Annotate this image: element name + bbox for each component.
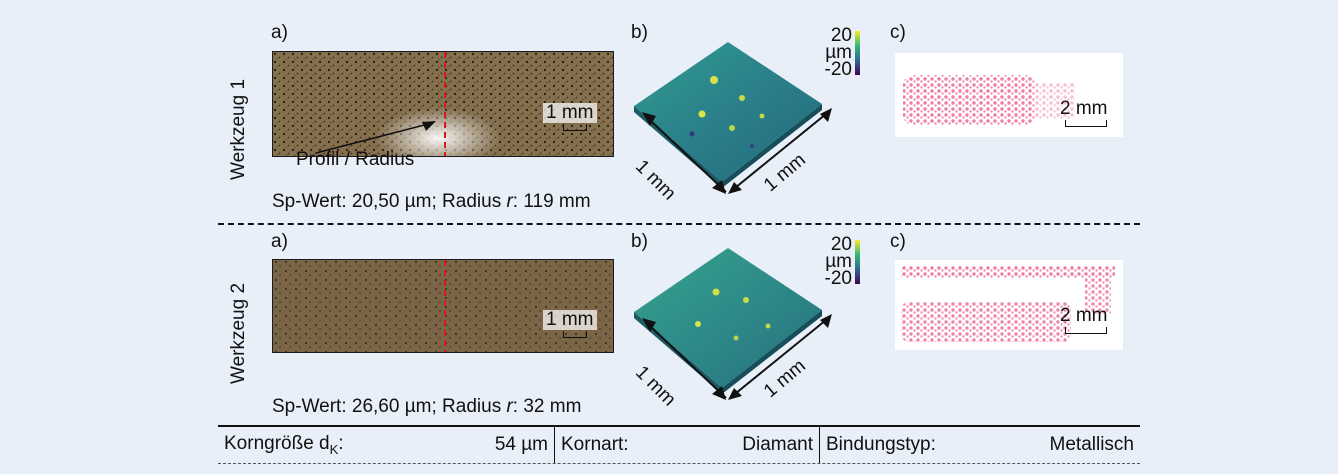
colorbar [855,31,860,75]
sp-suffix: : 119 mm [512,191,591,212]
properties-table: Korngröße dK: 54 µm Kornart: Diamant Bin… [218,425,1140,464]
grain-type-label: Kornart: [561,434,629,455]
panel-label-b: b) [631,22,648,43]
panel-label-c: c) [890,22,906,43]
grain-size-cell: Korngröße dK: 54 µm [218,427,554,463]
sp-value-2: Sp-Wert: 26,60 µm; Radius r: 32 mm [272,396,581,418]
colorbar-unit: µm [825,251,852,272]
panel-label-c: c) [890,231,906,252]
scale-bar-label: 1 mm [543,103,597,123]
tool-photo-2 [272,259,614,353]
panel-label-b: b) [631,231,648,252]
grain-type-value: Diamant [742,434,813,455]
sp-r: r [506,396,513,417]
colorbar-unit: µm [825,42,852,63]
scale-bar-label-c: 2 mm [1060,98,1108,119]
sp-r: r [506,191,513,212]
tool-photo-1-image [273,52,613,156]
colorbar-min: -20 [824,59,852,80]
colorbar-max: 20 [830,234,852,255]
profile-radius-annotation: Profil / Radius [296,149,415,170]
grain-label-colon: : [338,433,344,455]
grain-label-sub: K [329,441,339,457]
scale-bar-c [1065,327,1107,334]
row-label-werkzeug-2: Werkzeug 2 [228,282,249,384]
sp-value-1: Sp-Wert: 20,50 µm; Radius r: 119 mm [272,191,591,213]
row-label-werkzeug-1: Werkzeug 1 [228,78,249,180]
points-panel-1 [895,53,1123,137]
colorbar-min: -20 [824,268,852,289]
scale-bar-label: 1 mm [543,310,597,330]
panel-label-a: a) [271,231,288,252]
bond-type-value: Metallisch [1049,434,1134,455]
panel-label-a: a) [271,22,288,43]
scale-bar [563,124,587,131]
sp-text: Sp-Wert: 26,60 µm; Radius [272,396,507,417]
colorbar-max: 20 [830,25,852,46]
surface-3d-plot-1 [634,42,832,194]
points-plot-2 [901,266,1115,342]
sp-suffix: : 32 mm [512,396,582,417]
figure: Werkzeug 1 a) 1 mm Profi [10,8,1328,468]
points-panel-2 [895,260,1123,350]
scale-bar [563,331,587,338]
surface-3d-plot-2 [634,248,832,400]
bond-type-cell: Bindungstyp: Metallisch [819,427,1140,463]
grain-type-cell: Kornart: Diamant [554,427,819,463]
grain-label-text: Korngröße d [224,433,330,455]
points-plot-1 [903,75,1075,125]
row-separator [218,223,1140,225]
sp-text: Sp-Wert: 20,50 µm; Radius [272,191,507,212]
scale-bar-c [1065,120,1107,127]
grain-size-label: Korngröße dK: [224,433,344,457]
tool-photo-2-image [273,260,613,352]
bond-type-label: Bindungstyp: [826,434,936,455]
tool-photo-1 [272,51,614,157]
colorbar [855,240,860,284]
annotation-arrow [315,121,436,154]
scale-bar-label-c: 2 mm [1060,305,1108,326]
grain-size-value: 54 µm [494,434,548,455]
